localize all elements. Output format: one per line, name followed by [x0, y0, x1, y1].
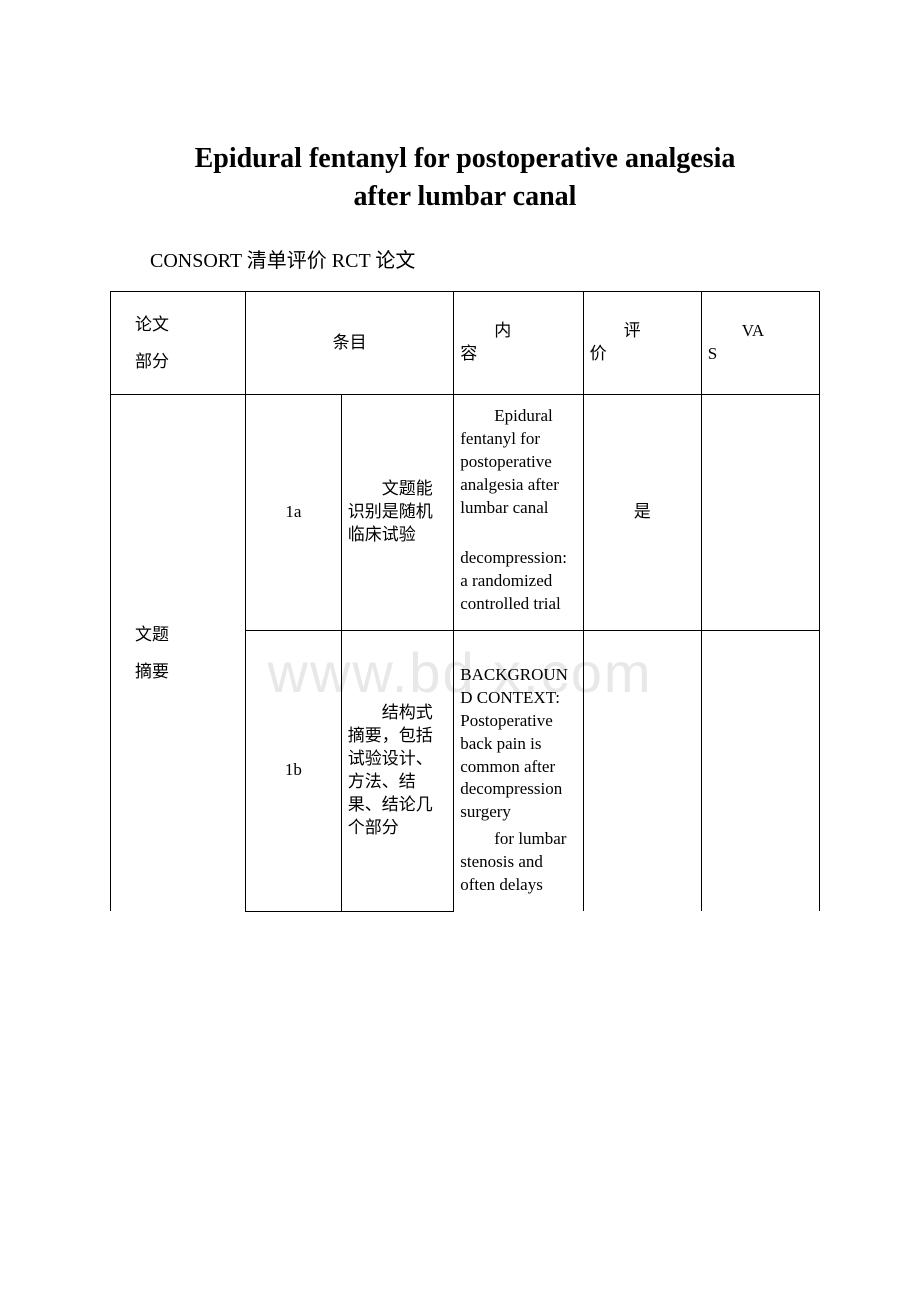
header-section-l2: 部分: [135, 352, 169, 371]
document-page: Epidural fentanyl for postoperative anal…: [0, 0, 920, 912]
header-vas: VA S: [701, 291, 819, 395]
cell-item-no: 1b: [246, 630, 342, 911]
table-row: 文题 摘要 1a 文题能识别是随机临床试验 Epidural fentanyl …: [111, 395, 820, 630]
row1-section-l2: 摘要: [135, 662, 169, 681]
row1-section-l1: 文题: [135, 625, 169, 644]
cell-content: BACKGROUND CONTEXT: Postoperative back p…: [454, 630, 583, 911]
header-content-l2: 容: [460, 344, 477, 363]
row2-c1-rest: CKGROUND CONTEXT: Postoperative back pai…: [460, 665, 568, 822]
header-vas-l1: VA: [742, 321, 764, 340]
cell-vas: [701, 630, 819, 911]
row2-c2-rest: lumbar stenosis and often delays: [460, 829, 566, 894]
cell-eval: [583, 630, 701, 911]
row2-desc-first: 结: [382, 703, 399, 722]
cell-item-desc: 结构式摘要，包括试验设计、方法、结果、结论几个部分: [341, 630, 454, 911]
row2-c2-first: for: [494, 829, 514, 848]
title-line-1: Epidural fentanyl for postoperative anal…: [195, 143, 736, 174]
header-eval-l1: 评: [624, 321, 641, 340]
cell-vas: [701, 395, 819, 630]
consort-table: 论文 部分 条目 内 容 评 价 VA S 文题 摘要: [110, 291, 820, 912]
table-header-row: 论文 部分 条目 内 容 评 价 VA S: [111, 291, 820, 395]
header-eval-l2: 价: [590, 344, 607, 363]
cell-eval: 是: [583, 395, 701, 630]
header-eval: 评 价: [583, 291, 701, 395]
row2-c1-first: BA: [460, 665, 484, 684]
header-section: 论文 部分: [111, 291, 246, 395]
header-content-l1: 内: [494, 321, 511, 340]
header-item: 条目: [246, 291, 454, 395]
cell-section: 文题 摘要: [111, 395, 246, 911]
cell-item-no: 1a: [246, 395, 342, 630]
cell-content: Epidural fentanyl for postoperative anal…: [454, 395, 583, 630]
cell-item-desc: 文题能识别是随机临床试验: [341, 395, 454, 630]
row1-c2-first: dec: [460, 548, 484, 567]
page-title: Epidural fentanyl for postoperative anal…: [110, 140, 820, 216]
header-section-l1: 论文: [135, 315, 169, 334]
header-vas-l2: S: [708, 344, 717, 363]
header-content: 内 容: [454, 291, 583, 395]
title-line-2: after lumbar canal: [354, 181, 577, 212]
row1-c1-first: Epi: [494, 406, 518, 425]
row1-desc-first: 文: [382, 479, 399, 498]
subtitle: CONSORT 清单评价 RCT 论文: [150, 244, 820, 273]
row2-desc-rest: 构式摘要，包括试验设计、方法、结果、结论几个部分: [348, 703, 433, 837]
